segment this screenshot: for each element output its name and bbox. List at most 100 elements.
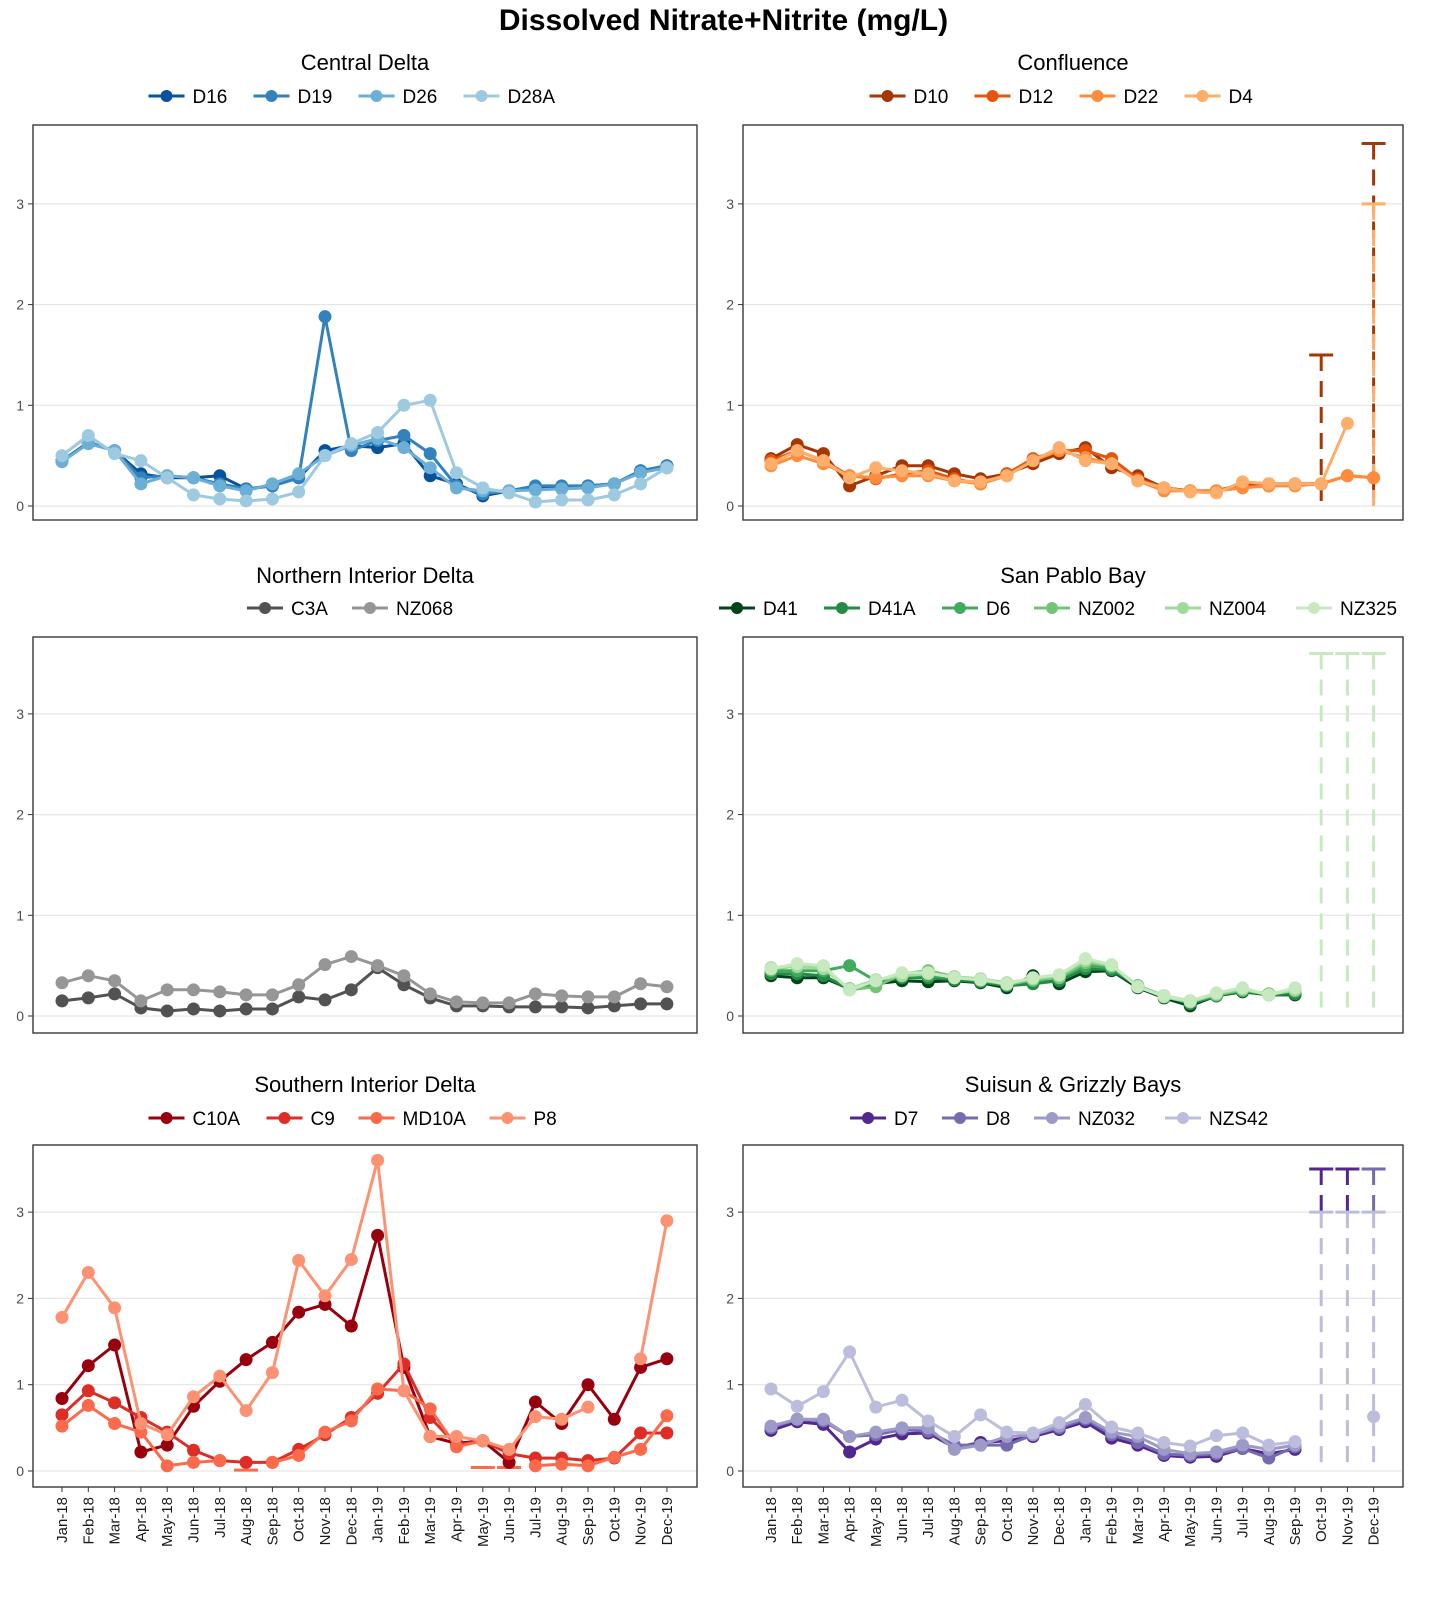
legend-label: P8: [534, 1109, 557, 1130]
x-tick-label: Jul-19: [527, 1497, 544, 1538]
data-point: [790, 444, 804, 458]
data-point: [55, 1392, 69, 1406]
x-tick-label: Mar-18: [815, 1497, 832, 1545]
data-point: [397, 969, 411, 983]
data-point: [528, 1459, 542, 1473]
data-point: [239, 1404, 253, 1418]
legend-label: D41A: [868, 599, 916, 620]
data-point: [397, 978, 411, 992]
legend-label: D6: [986, 599, 1010, 620]
panel-title: Northern Interior Delta: [256, 563, 474, 588]
data-point: [55, 1408, 69, 1422]
data-point: [213, 1004, 227, 1018]
plot-border: [32, 636, 698, 1034]
x-tick-label: Jan-18: [763, 1497, 780, 1543]
data-point: [816, 1412, 830, 1426]
data-point: [292, 1305, 306, 1319]
data-point: [1262, 477, 1276, 491]
x-tick-label: Feb-19: [396, 1497, 413, 1545]
data-point: [81, 991, 95, 1005]
legend-key-point: [370, 1112, 383, 1124]
legend: C10A C9 MD10A P8: [148, 1109, 557, 1130]
data-point: [581, 1459, 595, 1473]
data-point: [134, 1417, 148, 1431]
panel-title: Confluence: [1017, 50, 1128, 75]
plot-area: [32, 1144, 698, 1488]
data-point: [397, 1384, 411, 1398]
y-tick-label: 3: [726, 1204, 734, 1220]
data-point: [1236, 981, 1250, 995]
data-point: [660, 461, 674, 475]
data-point: [292, 1448, 306, 1462]
data-point: [790, 1399, 804, 1413]
series-line: [639, 1220, 669, 1360]
data-point: [1157, 1436, 1171, 1450]
plot-border: [742, 124, 1404, 521]
data-point: [528, 495, 542, 509]
data-point: [450, 1429, 463, 1443]
panel-title: Suisun & Grizzly Bays: [965, 1072, 1181, 1097]
data-point: [1367, 471, 1381, 485]
x-tick-label: Apr-18: [842, 1497, 859, 1542]
data-point: [816, 454, 830, 468]
legend-item-d8: D8: [942, 1109, 1010, 1130]
legend-item-d7: D7: [850, 1109, 918, 1130]
data-point: [239, 494, 253, 508]
data-point: [265, 1002, 279, 1016]
data-point: [895, 966, 909, 980]
legend-key-point: [259, 602, 271, 614]
legend-key-point: [265, 90, 278, 102]
legend-key-point: [1177, 1112, 1189, 1124]
x-tick-label: Sep-19: [580, 1497, 597, 1545]
data-point: [843, 983, 857, 997]
plot-border: [32, 124, 698, 521]
data-point: [581, 493, 595, 507]
data-point: [634, 977, 648, 991]
y-tick-label: 2: [16, 807, 24, 823]
data-point: [581, 990, 595, 1004]
data-point: [660, 1214, 674, 1228]
x-tick-label: Jun-18: [186, 1497, 203, 1543]
data-point: [607, 1450, 621, 1464]
data-point: [634, 466, 648, 480]
data-point: [187, 1002, 200, 1016]
x-tick-label: Oct-18: [291, 1497, 308, 1542]
x-tick-label: Sep-19: [1287, 1497, 1304, 1545]
data-point: [1078, 952, 1092, 966]
data-point: [581, 481, 595, 495]
legend-label: NZ002: [1078, 599, 1135, 620]
data-point: [634, 1426, 648, 1440]
legend-label: C3A: [291, 599, 328, 620]
data-point: [1209, 1429, 1223, 1443]
legend-key-point: [370, 90, 383, 102]
data-point: [108, 1396, 122, 1410]
legend-key-point: [160, 90, 173, 102]
legend-key-point: [836, 602, 848, 614]
data-point: [213, 479, 227, 493]
data-point: [974, 475, 988, 489]
legend-label: D7: [894, 1109, 918, 1130]
legend: D16 D19 D26 D28A: [148, 87, 555, 108]
y-tick-label: 1: [16, 397, 24, 413]
data-point: [869, 471, 883, 485]
data-point: [660, 1352, 674, 1366]
legend-item-d22: D22: [1079, 87, 1158, 108]
data-point: [81, 1359, 95, 1373]
data-point: [869, 1400, 883, 1414]
legend-item-d28a: D28A: [463, 87, 555, 108]
data-point: [160, 1004, 174, 1018]
data-point: [1236, 1438, 1250, 1452]
plot-area: [742, 124, 1404, 521]
data-point: [974, 973, 988, 987]
y-tick-label: 3: [16, 196, 24, 212]
legend-label: C10A: [193, 1109, 241, 1130]
data-point: [634, 1442, 648, 1456]
legend-key-point: [160, 1112, 173, 1124]
data-point: [974, 1408, 988, 1422]
data-point: [1209, 486, 1223, 500]
data-point: [947, 1442, 961, 1456]
x-tick-label: Jul-18: [920, 1497, 937, 1538]
data-point: [108, 1301, 122, 1315]
x-tick-label: Jun-19: [501, 1497, 518, 1543]
